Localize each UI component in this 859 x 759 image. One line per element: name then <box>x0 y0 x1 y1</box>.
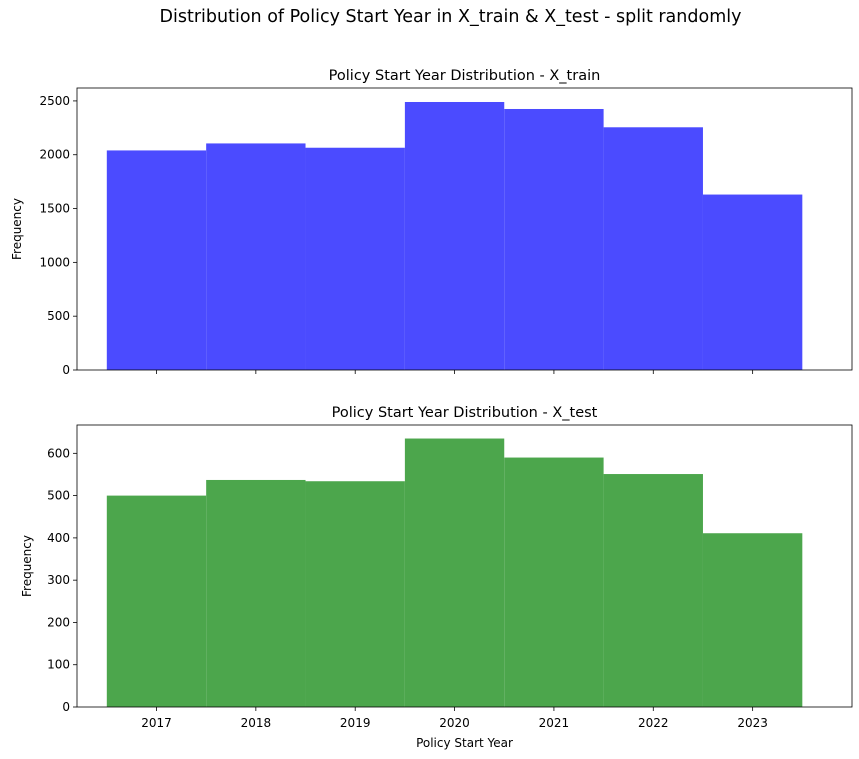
chart-panel-test: 0 100 200 300 400 500 600 2017 2018 2019 2020 2021 2… <box>20 405 853 750</box>
bar-train-2020 <box>404 101 505 370</box>
ytick-label-train-1000: 1000 <box>39 255 70 269</box>
chart-title-test: Policy Start Year Distribution - X_test <box>332 405 598 421</box>
xtick-label-test-2021: 2021 <box>539 716 570 730</box>
ytick-label-train-0: 0 <box>62 363 70 377</box>
xtick-label-test-2019: 2019 <box>340 716 371 730</box>
x-axis-label-test: Policy Start Year <box>416 736 513 750</box>
bar-train-2018 <box>206 143 306 370</box>
xtick-label-test-2020: 2020 <box>439 716 470 730</box>
bar-train-2021 <box>504 108 604 370</box>
ytick-label-train-2000: 2000 <box>39 148 70 162</box>
bar-train-2019 <box>305 147 405 370</box>
ytick-label-test-600: 600 <box>47 446 70 460</box>
ytick-label-train-1500: 1500 <box>39 202 70 216</box>
figure-title: Distribution of Policy Start Year in X_t… <box>159 7 742 27</box>
chart-title-train: Policy Start Year Distribution - X_train <box>329 68 601 84</box>
bar-test-2017 <box>106 495 207 707</box>
chart-panel-train: 0 500 1000 1500 2000 2500 Policy Start Year Di… <box>10 68 853 377</box>
ytick-label-test-500: 500 <box>47 489 70 503</box>
xtick-label-test-2023: 2023 <box>737 716 768 730</box>
ytick-label-train-500: 500 <box>47 309 70 323</box>
axes-frame-train <box>76 87 853 371</box>
bar-train-2022 <box>603 127 703 371</box>
bar-train-2023 <box>702 194 803 370</box>
ytick-label-test-200: 200 <box>47 615 70 629</box>
bar-test-2020 <box>404 438 505 707</box>
axes-frame-test <box>76 424 853 708</box>
bar-test-2023 <box>702 533 803 707</box>
ytick-label-test-400: 400 <box>47 531 70 545</box>
bar-test-2021 <box>504 457 604 707</box>
bar-test-2019 <box>305 481 405 707</box>
ytick-label-train-2500: 2500 <box>39 94 70 108</box>
y-axis-label-test: Frequency <box>20 535 34 597</box>
bar-train-2017 <box>106 150 207 370</box>
xtick-label-test-2017: 2017 <box>141 716 172 730</box>
bar-test-2018 <box>206 479 306 707</box>
bar-test-2022 <box>603 474 703 707</box>
xtick-label-test-2018: 2018 <box>241 716 272 730</box>
y-axis-label-train: Frequency <box>10 198 24 260</box>
ytick-label-test-100: 100 <box>47 658 70 672</box>
ytick-label-test-0: 0 <box>62 700 70 714</box>
ytick-label-test-300: 300 <box>47 573 70 587</box>
xtick-label-test-2022: 2022 <box>638 716 669 730</box>
